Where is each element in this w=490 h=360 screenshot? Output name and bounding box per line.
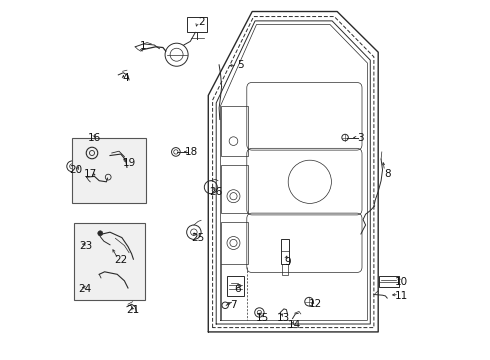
Bar	[379, 276, 399, 287]
Text: 20: 20	[69, 165, 82, 175]
Text: 26: 26	[209, 186, 222, 197]
Text: 17: 17	[84, 168, 98, 179]
Text: 15: 15	[256, 312, 269, 323]
Text: 10: 10	[395, 276, 408, 287]
Text: 3: 3	[357, 132, 364, 143]
Text: 6: 6	[234, 284, 241, 294]
Text: 14: 14	[288, 320, 301, 330]
Text: 16: 16	[88, 132, 101, 143]
Text: 2: 2	[198, 17, 204, 27]
Bar	[220, 222, 247, 264]
Text: 9: 9	[284, 257, 291, 267]
Text: 18: 18	[185, 147, 198, 157]
Text: 22: 22	[114, 255, 127, 265]
Text: 23: 23	[79, 240, 93, 251]
Text: 12: 12	[309, 299, 322, 309]
Bar	[220, 106, 247, 156]
Text: 13: 13	[277, 312, 291, 323]
Circle shape	[98, 231, 103, 236]
Bar	[187, 17, 207, 32]
Text: 1: 1	[140, 41, 147, 51]
Text: 24: 24	[78, 284, 92, 294]
Text: 21: 21	[126, 305, 139, 315]
Text: 25: 25	[191, 233, 204, 243]
Bar	[227, 276, 245, 296]
Bar	[281, 239, 289, 264]
Text: 5: 5	[237, 60, 244, 70]
Bar	[74, 223, 145, 300]
Text: 11: 11	[395, 291, 408, 301]
Bar	[282, 264, 288, 275]
Text: 4: 4	[122, 73, 129, 83]
Text: 7: 7	[230, 300, 237, 310]
Text: 8: 8	[384, 168, 391, 179]
Bar	[220, 165, 247, 213]
Text: 19: 19	[122, 158, 136, 168]
Bar	[72, 138, 146, 203]
